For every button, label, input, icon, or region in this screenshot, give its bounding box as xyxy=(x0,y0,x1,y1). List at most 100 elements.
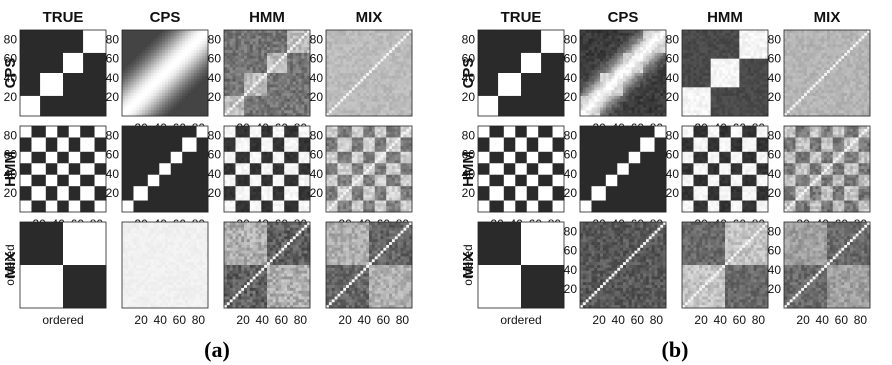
heatmap-cell xyxy=(45,98,50,103)
heatmap-cell xyxy=(301,70,305,74)
heatmap-cell xyxy=(74,180,78,184)
heatmap-cell xyxy=(136,113,140,117)
heatmap-cell xyxy=(83,78,87,82)
heatmap-cell xyxy=(122,110,126,114)
heatmap-cell xyxy=(295,67,299,71)
heatmap-cell xyxy=(156,61,160,65)
heatmap-cell xyxy=(80,50,84,54)
heatmap-cell xyxy=(351,78,356,82)
heatmap-cell xyxy=(380,98,384,103)
heatmap-cell xyxy=(267,110,271,114)
heatmap-cell xyxy=(179,64,183,68)
heatmap-cell xyxy=(88,189,93,193)
heatmap-cell xyxy=(190,52,195,57)
heatmap-cell xyxy=(357,98,361,103)
heatmap-cell xyxy=(400,52,404,57)
heatmap-cell xyxy=(31,160,35,164)
heatmap-cell xyxy=(258,64,262,68)
heatmap-cell xyxy=(57,189,61,193)
heatmap-cell xyxy=(45,140,50,144)
heatmap-cell xyxy=(22,35,27,39)
heatmap-cell xyxy=(298,30,302,34)
heatmap-cell xyxy=(139,143,143,147)
heatmap-cell xyxy=(97,81,101,85)
heatmap-cell xyxy=(40,104,44,108)
heatmap-cell xyxy=(167,154,172,158)
heatmap-cell xyxy=(48,206,52,210)
heatmap-cell xyxy=(165,61,169,65)
heatmap-cell xyxy=(80,44,84,48)
heatmap-cell xyxy=(139,75,143,80)
heatmap-cell xyxy=(193,134,197,138)
heatmap-cell xyxy=(397,32,401,37)
heatmap-cell xyxy=(42,183,47,187)
heatmap-cell xyxy=(301,44,305,48)
heatmap-cell xyxy=(48,55,52,60)
heatmap-cell xyxy=(187,98,192,103)
heatmap-cell xyxy=(190,98,195,103)
heatmap-cell xyxy=(124,55,129,60)
heatmap-cell xyxy=(28,163,32,167)
heatmap-cell xyxy=(298,70,302,74)
heatmap-cell xyxy=(366,75,370,80)
heatmap-cell xyxy=(147,70,152,74)
heatmap-cell xyxy=(193,146,197,150)
heatmap-cell xyxy=(264,58,268,62)
heatmap-cell xyxy=(83,189,87,193)
heatmap-cell xyxy=(255,64,259,68)
heatmap-cell xyxy=(193,151,197,156)
heatmap-cell xyxy=(232,47,236,51)
heatmap-cell xyxy=(153,160,157,164)
heatmap-cell xyxy=(28,203,32,207)
heatmap-cell xyxy=(42,151,47,156)
heatmap-cell xyxy=(51,206,55,210)
heatmap-cell xyxy=(130,84,134,88)
heatmap-cell xyxy=(136,78,140,82)
heatmap-cell xyxy=(45,70,50,74)
heatmap-cell xyxy=(71,50,75,54)
heatmap-cell xyxy=(34,104,38,108)
heatmap-cell xyxy=(301,50,305,54)
heatmap-cell xyxy=(156,101,160,105)
heatmap-cell xyxy=(281,47,285,51)
heatmap-cell xyxy=(103,38,107,42)
heatmap-cell xyxy=(91,177,95,181)
heatmap-cell xyxy=(85,35,90,39)
heatmap-cell xyxy=(244,81,248,85)
heatmap-cell xyxy=(287,93,291,97)
heatmap-cell xyxy=(298,113,302,117)
heatmap-cell xyxy=(199,148,203,153)
heatmap-cell xyxy=(193,140,197,144)
heatmap-cell xyxy=(394,61,399,65)
heatmap-cell xyxy=(366,84,370,88)
heatmap-cell xyxy=(54,61,58,65)
heatmap-cell xyxy=(80,73,84,77)
heatmap-cell xyxy=(272,110,276,114)
heatmap-cell xyxy=(199,128,203,133)
heatmap-cell xyxy=(343,44,347,48)
heatmap-cell xyxy=(403,84,407,88)
heatmap-cell xyxy=(170,95,174,100)
heatmap-cell xyxy=(68,50,72,54)
heatmap-cell xyxy=(235,95,239,100)
heatmap-cell xyxy=(60,209,64,213)
heatmap-cell xyxy=(199,163,203,167)
heatmap-cell xyxy=(229,75,233,80)
heatmap-cell xyxy=(391,47,396,51)
heatmap-cell xyxy=(348,38,353,42)
heatmap-cell xyxy=(380,50,384,54)
heatmap-cell xyxy=(170,126,174,130)
heatmap-cell xyxy=(139,104,143,108)
heatmap-cell xyxy=(100,44,104,48)
heatmap-cell xyxy=(48,81,52,85)
heatmap-cell xyxy=(45,157,50,161)
heatmap-cell xyxy=(74,169,78,173)
heatmap-cell xyxy=(176,64,180,68)
heatmap-cell xyxy=(238,93,242,97)
heatmap-cell xyxy=(37,87,41,91)
heatmap-cell xyxy=(287,47,291,51)
heatmap-cell xyxy=(249,95,254,100)
heatmap-cell xyxy=(383,41,387,45)
heatmap-cell xyxy=(147,38,152,42)
